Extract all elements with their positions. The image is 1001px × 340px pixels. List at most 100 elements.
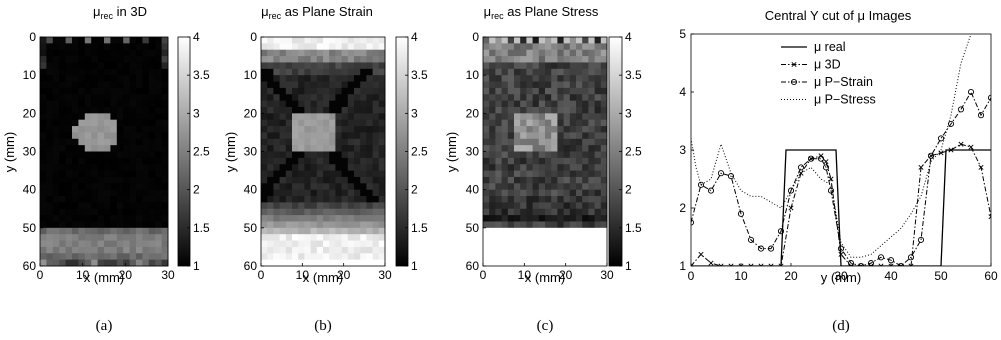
heatmap-a-cell — [78, 81, 86, 89]
heatmap-c-cell — [538, 94, 546, 102]
heatmap-b-cell — [378, 170, 386, 178]
heatmap-c-cell — [600, 196, 608, 203]
heatmap-b-cell — [285, 253, 293, 261]
heatmap-c-cell — [557, 75, 564, 82]
heatmap-b-cell — [366, 87, 373, 95]
heatmap-a-cell — [65, 145, 73, 152]
heatmap-b-cell — [273, 227, 280, 235]
heatmap-c-cell — [489, 253, 496, 261]
heatmap-b-cell — [304, 157, 311, 165]
heatmap-a-cell — [78, 196, 86, 203]
heatmap-b-cell — [372, 43, 380, 51]
heatmap-b-cell — [341, 259, 349, 267]
heatmap-c-cell — [520, 227, 527, 235]
heatmap-c-cell — [545, 202, 552, 210]
heatmap-b-cell — [316, 215, 324, 222]
heatmap-a-cell — [97, 62, 105, 70]
heatmap-b-cell — [341, 37, 349, 44]
heatmap-b-cell — [273, 106, 280, 114]
heatmap-a-cell — [52, 253, 60, 261]
heatmap-b-cell — [360, 246, 367, 254]
heatmap-a-cell — [65, 259, 73, 267]
heatmap-b-cell — [372, 100, 380, 108]
heatmap-b-cell — [316, 49, 324, 57]
heatmap-b-cell — [261, 75, 268, 82]
heatmap-c-ytick-label: 60 — [466, 259, 480, 273]
heatmap-b-cell — [273, 240, 280, 248]
heatmap-a-cell — [72, 202, 79, 210]
heatmap-c-cell — [507, 94, 515, 102]
heatmap-a-cell — [65, 126, 73, 133]
heatmap-c-cell — [557, 164, 564, 171]
heatmap-b-cell — [304, 81, 311, 89]
heatmap-a-cell — [78, 94, 86, 102]
heatmap-a-cell — [161, 126, 169, 133]
heatmap-a-cell — [104, 208, 111, 216]
heatmap-b-cell — [279, 56, 287, 63]
heatmap-b-cell — [273, 126, 280, 133]
heatmap-b-cell — [285, 164, 293, 171]
heatmap-c-cell — [495, 240, 502, 248]
heatmap-c-cell — [495, 100, 502, 108]
heatmap-c-cell — [588, 43, 595, 51]
heatmap-b-cell — [267, 259, 274, 267]
heatmap-b-cell — [316, 119, 324, 127]
colorbar-a-tick-label: 1 — [193, 259, 200, 273]
heatmap-b-cell — [360, 106, 367, 114]
heatmap-a-cell — [46, 215, 54, 222]
heatmap-b-cell — [366, 259, 373, 267]
heatmap-a-cell — [104, 62, 111, 70]
heatmap-b-cell — [347, 189, 355, 197]
heatmap-b-cell — [378, 183, 386, 191]
heatmap-a-cell — [110, 87, 118, 95]
heatmap-a-cell — [116, 119, 124, 127]
heatmap-a-cell — [142, 81, 150, 89]
heatmap-a-cell — [84, 75, 92, 82]
heatmap-c-cell — [489, 259, 496, 267]
heatmap-c-cell — [582, 94, 589, 102]
heatmap-b-cell — [341, 87, 349, 95]
heatmap-a-cell — [161, 221, 169, 229]
heatmap-c-cell — [594, 246, 602, 254]
heatmap-b-cell — [347, 81, 355, 89]
heatmap-c-cell — [538, 132, 546, 140]
heatmap-a-cell — [155, 37, 162, 44]
heatmap-a-cell — [65, 202, 73, 210]
heatmap-b-cell — [372, 113, 380, 121]
heatmap-b-cell — [267, 253, 274, 261]
heatmap-a-cell — [84, 221, 92, 229]
heatmap-a-cell — [136, 37, 143, 44]
heatmap-b-cell — [323, 68, 330, 76]
heatmap-b-cell — [304, 170, 311, 178]
heatmap-a-cell — [136, 253, 143, 261]
heatmap-c-cell — [576, 37, 583, 44]
heatmap-a-cell — [78, 87, 86, 95]
heatmap-c-cell — [588, 227, 595, 235]
heatmap-b-cell — [292, 138, 299, 146]
heatmap-c-cell — [545, 138, 552, 146]
heatmap-c-cell — [582, 196, 589, 203]
heatmap-c-cell — [526, 68, 533, 76]
heatmap-c-cell — [489, 62, 496, 70]
heatmap-b-cell — [279, 43, 287, 51]
heatmap-b-cell — [372, 240, 380, 248]
heatmap-b-cell — [298, 253, 305, 261]
heatmap-a-cell — [65, 106, 73, 114]
heatmap-a-cell — [136, 126, 143, 133]
heatmap-c-cell — [507, 253, 515, 261]
heatmap-c-cell — [557, 196, 564, 203]
heatmap-c-cell — [514, 81, 521, 89]
colorbar-a-tick-label: 4 — [193, 30, 200, 44]
heatmap-c-cell — [483, 208, 490, 216]
heatmap-a-cell — [40, 215, 47, 222]
heatmap-a-cell — [78, 56, 86, 63]
heatmap-b-cell — [310, 202, 318, 210]
heatmap-b-cell — [285, 43, 293, 51]
heatmap-a-cell — [104, 234, 111, 241]
heatmap-a-cell — [52, 87, 60, 95]
heatmap-c-cell — [576, 253, 583, 261]
heatmap-a-cell — [155, 157, 162, 165]
heatmap-b-cell — [329, 151, 336, 159]
heatmap-c-cell — [538, 176, 546, 184]
colorbar-a-tick-label: 2.5 — [193, 145, 210, 159]
